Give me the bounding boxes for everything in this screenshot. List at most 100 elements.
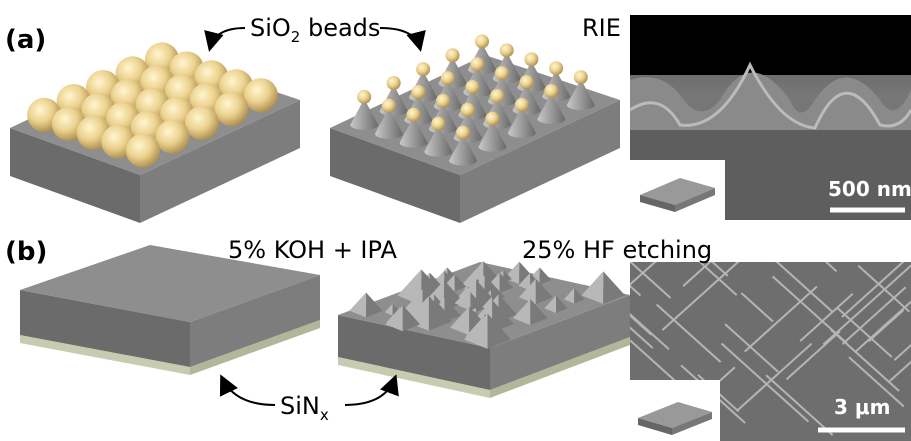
slab-side bbox=[490, 295, 630, 390]
bead bbox=[440, 71, 455, 86]
bead bbox=[524, 52, 539, 67]
pyramid-face bbox=[530, 299, 548, 326]
pyramid-face bbox=[512, 299, 531, 326]
slab-side bbox=[140, 100, 300, 223]
arrow bbox=[344, 374, 399, 406]
texture-line bbox=[736, 342, 813, 412]
layer-side bbox=[338, 357, 490, 398]
pyramid-face bbox=[458, 292, 471, 311]
texture-line bbox=[868, 309, 905, 342]
bead bbox=[465, 80, 480, 94]
texture-line bbox=[744, 285, 818, 353]
scale-bar-label: 500 nm bbox=[828, 177, 911, 201]
pyramid-face bbox=[544, 295, 557, 314]
texture-line bbox=[630, 314, 653, 336]
step-label: 5% KOH + IPA bbox=[228, 236, 397, 264]
pyramid-face bbox=[487, 313, 512, 349]
bead bbox=[485, 111, 500, 126]
texture-line bbox=[566, 380, 627, 435]
texture-line bbox=[630, 312, 670, 351]
pyramid-face bbox=[454, 274, 467, 292]
pyramid-face bbox=[470, 292, 483, 311]
bead bbox=[499, 43, 514, 58]
pyramid-face bbox=[556, 295, 568, 314]
bead bbox=[460, 102, 475, 117]
texture-line bbox=[661, 262, 740, 331]
arrow bbox=[204, 27, 246, 52]
texture-line bbox=[854, 300, 911, 354]
slab-side bbox=[338, 315, 490, 390]
bead bbox=[386, 76, 401, 91]
bead bbox=[214, 91, 249, 126]
bead bbox=[184, 105, 219, 140]
layer-side bbox=[20, 335, 190, 375]
pyramid-face bbox=[402, 305, 421, 332]
pyramid-face bbox=[397, 269, 422, 306]
cone bbox=[374, 107, 403, 139]
sem-image-b bbox=[566, 262, 911, 441]
bead bbox=[519, 75, 534, 90]
texture-line bbox=[848, 356, 905, 408]
texture-line bbox=[740, 292, 774, 323]
bead bbox=[243, 78, 278, 113]
bead bbox=[456, 125, 470, 140]
texture-line bbox=[841, 262, 905, 318]
bead bbox=[406, 107, 421, 122]
texture-line bbox=[822, 264, 911, 346]
cone bbox=[566, 79, 595, 111]
texture-line bbox=[682, 262, 712, 287]
layer-side bbox=[190, 320, 320, 375]
text: SiO bbox=[250, 14, 291, 42]
texture-line bbox=[841, 286, 907, 345]
cone bbox=[399, 116, 428, 148]
texture-line bbox=[785, 330, 841, 381]
pyramid-face bbox=[574, 288, 585, 304]
slab-side bbox=[20, 290, 190, 367]
bead bbox=[411, 84, 426, 99]
cone bbox=[478, 120, 507, 152]
bead bbox=[436, 93, 451, 108]
texture-line bbox=[824, 262, 838, 273]
bead bbox=[381, 98, 396, 113]
arrow bbox=[379, 27, 426, 52]
texture-line bbox=[830, 328, 900, 392]
bead bbox=[544, 83, 559, 98]
cone bbox=[537, 92, 566, 124]
slab-side bbox=[10, 128, 140, 223]
cone bbox=[449, 134, 477, 166]
texture-line bbox=[724, 323, 779, 373]
arrow bbox=[219, 374, 276, 406]
bead bbox=[475, 34, 489, 49]
text: beads bbox=[300, 14, 380, 42]
cone bbox=[424, 125, 453, 157]
bead bbox=[155, 119, 190, 154]
bead bbox=[549, 61, 564, 76]
bead bbox=[573, 70, 588, 85]
pyramid-face bbox=[349, 292, 367, 318]
bead bbox=[494, 66, 509, 81]
bead bbox=[514, 97, 529, 112]
texture-line bbox=[775, 262, 834, 313]
pyramid-face bbox=[464, 313, 488, 349]
step-label: RIE bbox=[582, 14, 621, 42]
pyramid-face bbox=[450, 306, 470, 336]
pyramid-face bbox=[539, 267, 552, 285]
texture-line bbox=[765, 374, 834, 436]
subscript: x bbox=[320, 406, 329, 424]
texture-line bbox=[857, 264, 911, 313]
beads-label: SiO2 beads bbox=[250, 14, 380, 46]
texture-line bbox=[720, 342, 810, 423]
texture-line bbox=[889, 360, 911, 382]
sem-image-a bbox=[630, 15, 911, 220]
cone bbox=[350, 98, 379, 130]
texture-line bbox=[630, 262, 672, 299]
slab-side bbox=[460, 100, 620, 223]
slab-side bbox=[190, 275, 320, 367]
bead bbox=[445, 48, 460, 63]
texture-line bbox=[655, 303, 722, 363]
bead bbox=[416, 62, 431, 77]
texture-line bbox=[710, 262, 729, 277]
pyramid-face bbox=[581, 271, 604, 305]
pyramid-face bbox=[563, 288, 575, 304]
texture-line bbox=[698, 262, 738, 296]
